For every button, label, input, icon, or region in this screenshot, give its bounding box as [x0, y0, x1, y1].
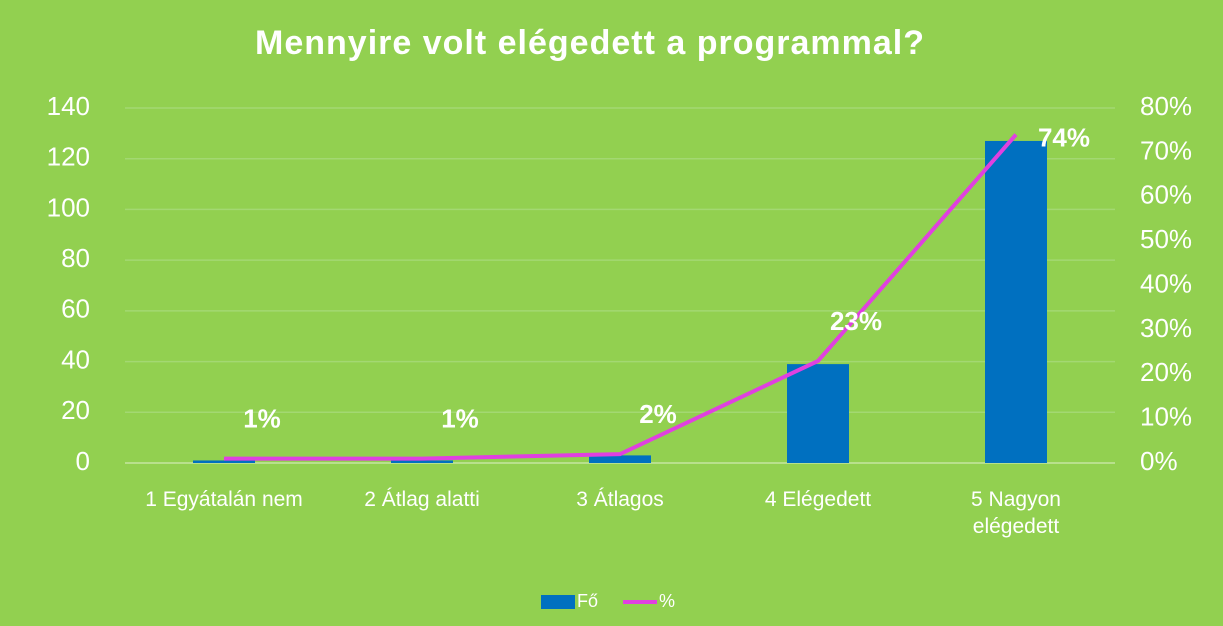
y2-tick-label: 60% — [1140, 180, 1192, 210]
legend-swatch — [541, 595, 575, 609]
x-tick-label: 2 Átlag alatti — [364, 488, 480, 511]
data-label: 1% — [441, 403, 479, 433]
y-tick-label: 140 — [47, 91, 90, 121]
bar — [985, 140, 1047, 463]
x-tick-label: 4 Elégedett — [764, 488, 872, 511]
chart-title: Mennyire volt elégedett a programmal? — [255, 24, 925, 62]
y2-tick-label: 50% — [1140, 224, 1192, 254]
data-label: 74% — [1038, 123, 1090, 153]
bar — [787, 364, 849, 463]
y2-tick-label: 40% — [1140, 268, 1192, 298]
legend-label: Fő — [577, 591, 598, 611]
line — [224, 133, 1018, 461]
bar — [391, 460, 453, 463]
y-tick-label: 120 — [47, 142, 90, 172]
bar — [193, 460, 255, 463]
y-tick-label: 80 — [61, 243, 90, 273]
y-tick-label: 100 — [47, 192, 90, 222]
y2-tick-label: 10% — [1140, 402, 1192, 432]
y2-tick-label: 0% — [1140, 446, 1178, 476]
data-label: 1% — [243, 403, 281, 433]
data-label: 23% — [830, 306, 882, 336]
y-tick-label: 20 — [61, 395, 90, 425]
y2-tick-label: 30% — [1140, 313, 1192, 343]
x-tick-label: 5 Nagyon elégedett — [971, 488, 1061, 538]
legend-label: % — [659, 591, 675, 611]
x-tick-label: 1 Egyátalán nem — [145, 488, 303, 511]
y2-tick-label: 20% — [1140, 357, 1192, 387]
y-tick-label: 0 — [76, 446, 90, 476]
data-label: 2% — [639, 399, 677, 429]
y-tick-label: 40 — [61, 344, 90, 374]
bar — [589, 455, 651, 463]
y2-tick-label: 70% — [1140, 135, 1192, 165]
x-tick-label: 3 Átlagos — [576, 488, 664, 511]
y2-tick-label: 80% — [1140, 91, 1192, 121]
y-tick-label: 60 — [61, 294, 90, 324]
